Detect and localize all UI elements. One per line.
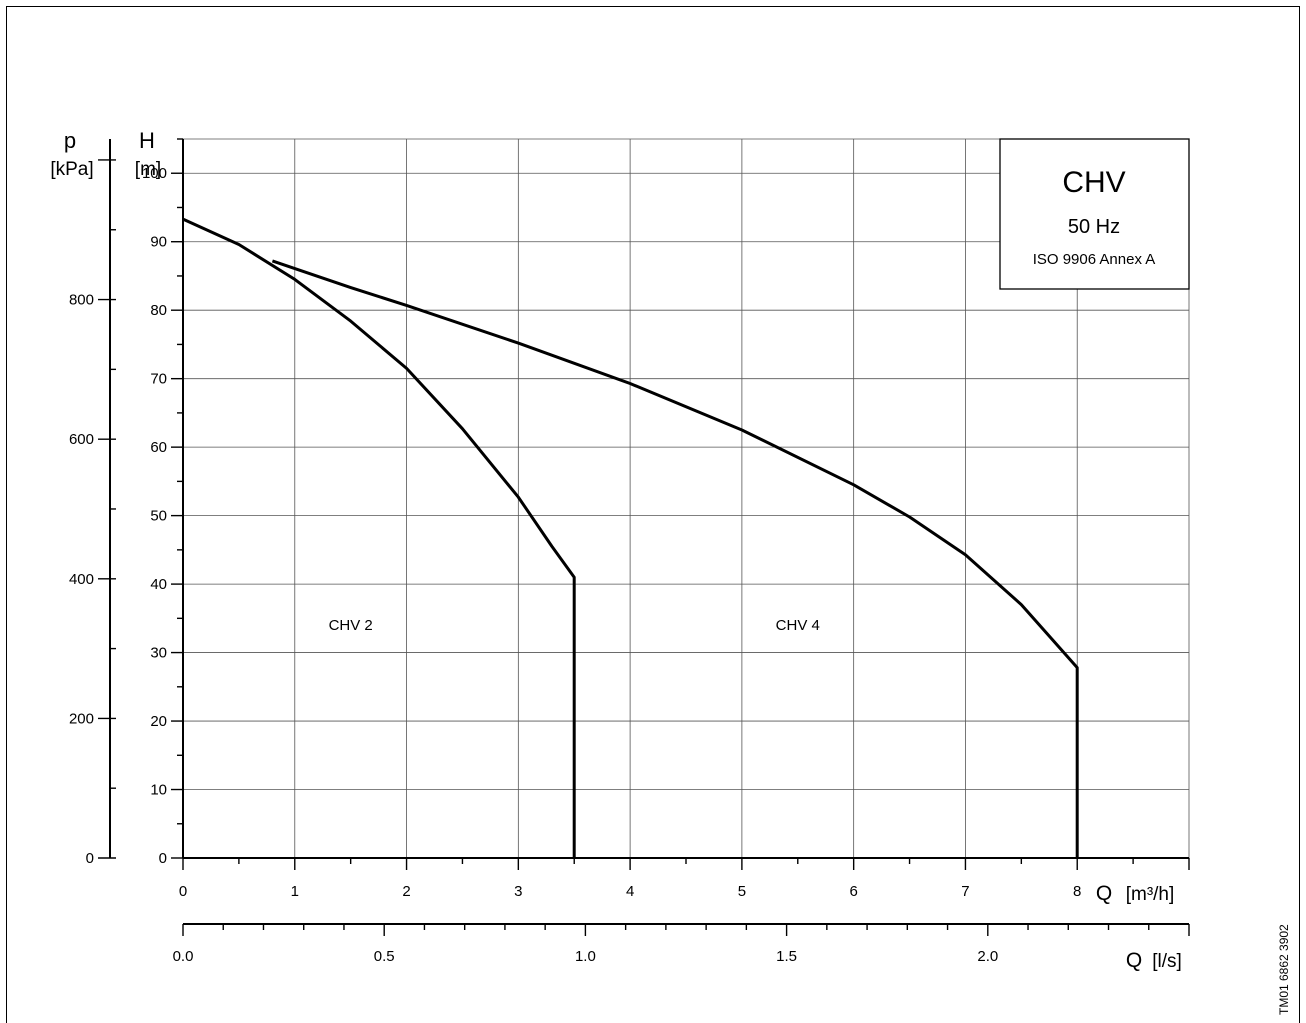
title-box: CHV 50 Hz ISO 9906 Annex A <box>999 138 1190 290</box>
y2-tick-label: 400 <box>69 571 94 588</box>
performance-curves <box>182 217 1079 858</box>
y-tick-label: 80 <box>150 302 167 319</box>
chart-title: CHV <box>1062 166 1125 199</box>
y2-tick-label: 0 <box>86 850 94 867</box>
x-tick-label: 4 <box>626 883 634 900</box>
standard-label: ISO 9906 Annex A <box>1033 251 1156 268</box>
y-tick-label: 40 <box>150 576 167 593</box>
y-axis-symbol: H <box>139 128 155 153</box>
y-tick-label: 10 <box>150 782 167 799</box>
x-tick-label: 2 <box>402 883 410 900</box>
x-tick-label: 7 <box>961 883 969 900</box>
x2-tick-label: 0.5 <box>374 948 395 965</box>
curve-chv4 <box>271 259 1079 858</box>
y2-axis-symbol: p <box>64 128 76 153</box>
series-label-chv2: CHV 2 <box>329 617 373 634</box>
y-tick-label: 60 <box>150 439 167 456</box>
series-label-chv4: CHV 4 <box>776 617 820 634</box>
x2-axis-title: Q [l/s] <box>1126 949 1182 972</box>
y-tick-label: 90 <box>150 234 167 251</box>
x-tick-label: 5 <box>738 883 746 900</box>
x-tick-label: 0 <box>179 883 187 900</box>
y-tick-label: 100 <box>142 165 167 182</box>
x-axis-symbol: Q <box>1096 882 1112 905</box>
x2-tick-label: 1.0 <box>575 948 596 965</box>
x-axis-title: Q [m³/h] <box>1096 882 1174 905</box>
y2-tick-label: 800 <box>69 292 94 309</box>
document-code: TM01 6862 3902 <box>1277 924 1291 1015</box>
x2-tick-label: 1.5 <box>776 948 797 965</box>
y-axis-unit: [m] <box>135 159 161 180</box>
y2-tick-label: 600 <box>69 431 94 448</box>
y-tick-label: 30 <box>150 645 167 662</box>
title-box-frame <box>999 138 1190 290</box>
x-tick-label: 8 <box>1073 883 1081 900</box>
y-tick-label: 20 <box>150 713 167 730</box>
x-tick-label: 6 <box>849 883 857 900</box>
x-tick-label: 3 <box>514 883 522 900</box>
x2-axis-unit: [l/s] <box>1152 951 1182 972</box>
frequency-label: 50 Hz <box>1068 216 1120 238</box>
y-tick-label: 70 <box>150 371 167 388</box>
x2-tick-label: 2.0 <box>977 948 998 965</box>
x-tick-label: 1 <box>291 883 299 900</box>
y2-axis-unit: [kPa] <box>50 159 93 180</box>
x-axis-unit: [m³/h] <box>1126 884 1175 905</box>
page-frame <box>6 6 1300 1023</box>
y-tick-label: 50 <box>150 508 167 525</box>
x2-axis-symbol: Q <box>1126 949 1142 972</box>
y2-tick-label: 200 <box>69 710 94 727</box>
x2-tick-label: 0.0 <box>173 948 194 965</box>
curve-chv2 <box>182 217 576 858</box>
y-tick-label: 0 <box>159 850 167 867</box>
chart-grid <box>183 138 1190 858</box>
chart-axes: 0 10 20 30 40 50 60 70 80 90 100 0 200 400 600 800 0 1 2 3 4… <box>69 138 1190 965</box>
